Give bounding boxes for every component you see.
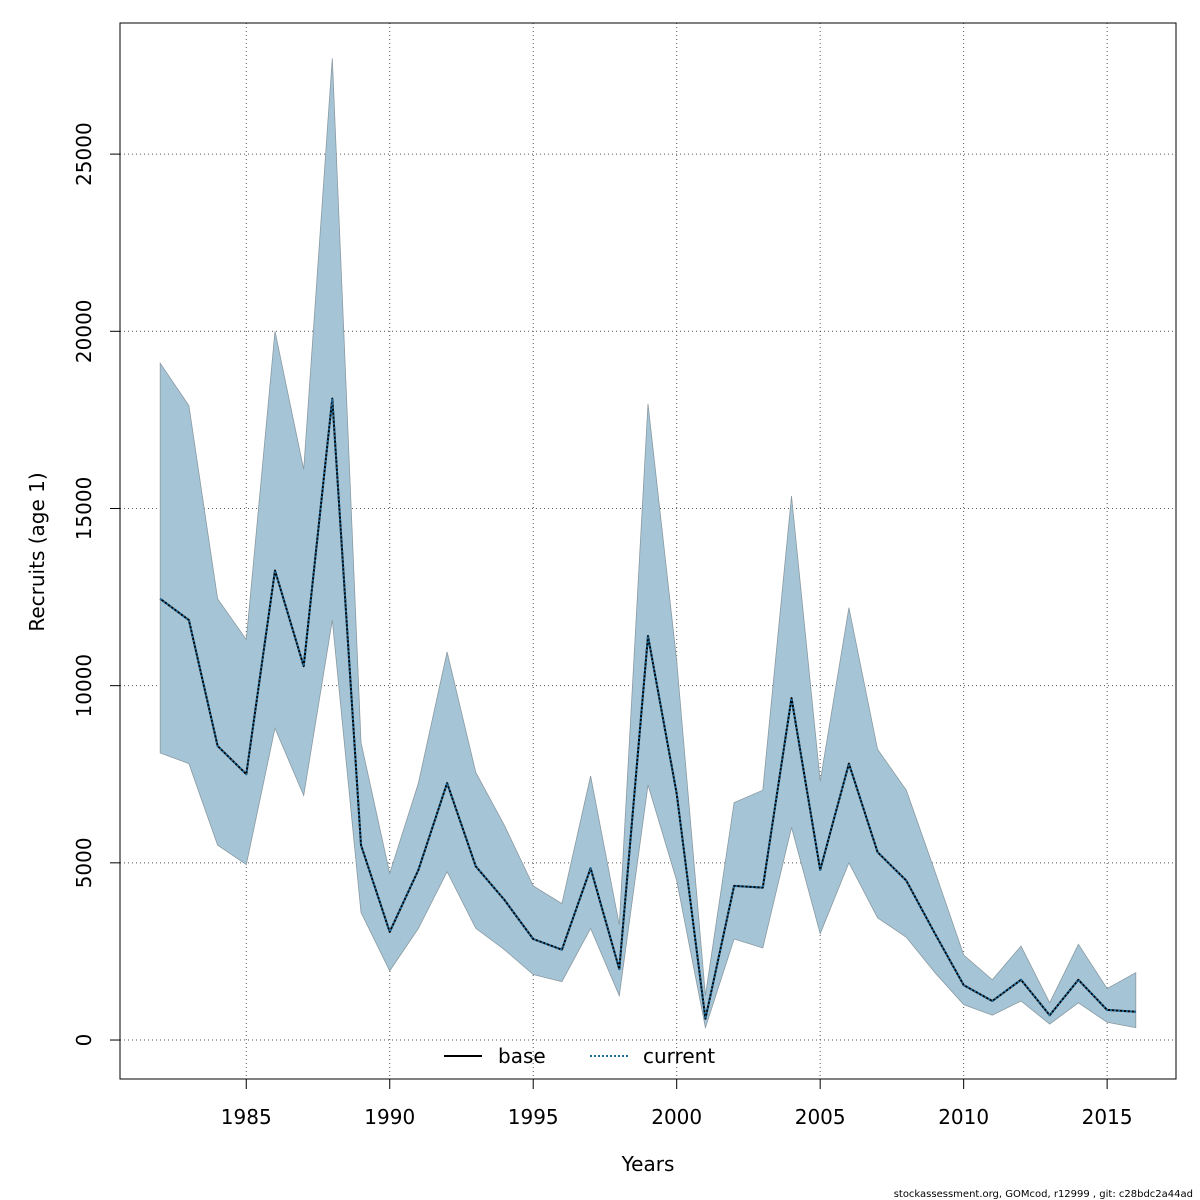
y-tick-label: 0 [72,1034,96,1047]
series-lines [159,397,1136,1020]
y-tick-label: 10000 [72,654,96,718]
base-line [159,397,1136,1020]
x-tick-label: 2010 [938,1105,989,1129]
y-axis: 0 5000 10000 15000 20000 25000 [72,122,120,1046]
plot-frame [119,22,1177,1080]
legend-label-base: base [498,1044,546,1068]
x-tick-label: 2015 [1082,1105,1133,1129]
y-tick-label: 15000 [72,477,96,541]
x-tick-label: 1985 [221,1105,272,1129]
footer-note: stockassessment.org, GOMcod, r12999 , gi… [894,1189,1193,1200]
y-tick-label: 25000 [72,122,96,186]
x-axis: 1985 1990 1995 2000 2005 2010 2015 [221,1079,1133,1129]
x-tick-label: 1995 [508,1105,559,1129]
y-tick-label: 20000 [72,299,96,363]
x-tick-label: 2005 [795,1105,846,1129]
y-axis-title: Recruits (age 1) [25,472,49,631]
x-tick-label: 2000 [651,1105,702,1129]
ci-band [159,58,1137,1030]
x-tick-label: 1990 [364,1105,415,1129]
legend: base current [444,1044,715,1068]
x-axis-title: Years [621,1152,675,1176]
legend-label-current: current [643,1044,715,1068]
y-tick-label: 5000 [72,837,96,888]
confidence-band [159,58,1137,1030]
